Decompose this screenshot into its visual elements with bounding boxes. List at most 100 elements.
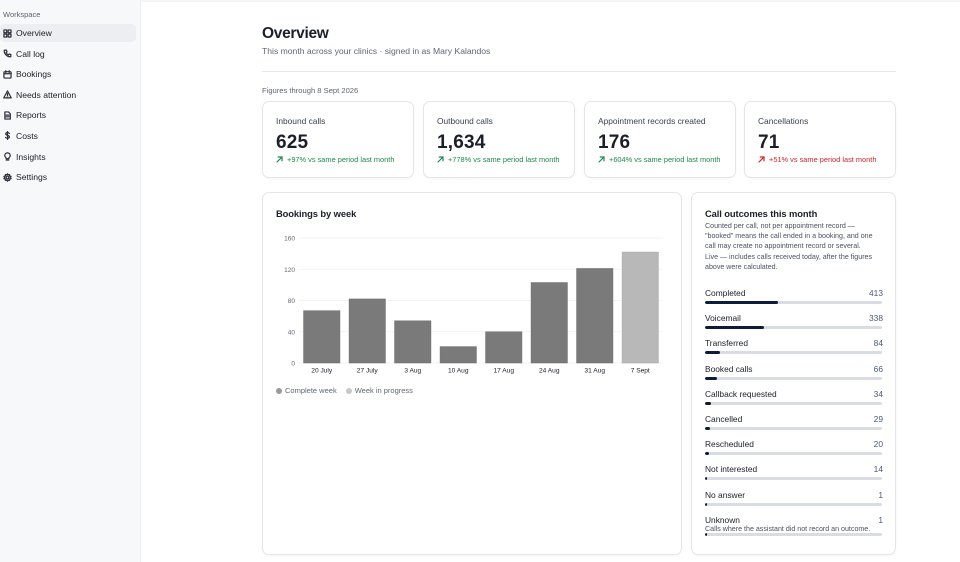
bar-20-july[interactable]: [303, 310, 341, 364]
y-tick-label: 0: [291, 361, 295, 368]
bar-10-aug[interactable]: [439, 346, 477, 364]
chart-title: Bookings by week: [276, 208, 357, 219]
stat-label: Cancellations: [758, 116, 809, 126]
divider: [262, 71, 896, 72]
outcome-row-booked-calls: Booked calls 66: [705, 364, 883, 384]
outcome-label: Booked calls: [705, 363, 753, 374]
stat-card-appointment-records-created: Appointment records created 176 +604% vs s…: [584, 101, 736, 178]
outcome-bar-fill: [705, 532, 708, 536]
x-tick-label: 7 Sept: [631, 368, 650, 375]
outcome-row-cancelled: Cancelled 29: [705, 414, 883, 434]
stat-value: 71: [758, 132, 780, 153]
call-outcomes-note: Counted per call, not per appointment re…: [705, 222, 873, 250]
outcome-label: Callback requested: [705, 388, 777, 399]
stat-delta-text: +778% vs same period last month: [448, 155, 560, 164]
outcome-count: 20: [873, 439, 883, 450]
stat-value: 625: [276, 132, 309, 153]
sidebar: Workspace Overview Call log Bookings Needs …: [0, 0, 141, 562]
outcome-bar-track: [705, 351, 882, 355]
x-tick-label: 31 Aug: [584, 368, 605, 375]
y-tick-label: 120: [284, 267, 295, 274]
outcome-bar-track: [705, 301, 882, 304]
grid-icon: [3, 28, 12, 38]
outcome-count: 338: [869, 313, 883, 324]
outcome-count: 34: [873, 388, 883, 399]
sidebar-item-call-log[interactable]: Call log: [0, 45, 136, 63]
workspace-label: Workspace: [3, 10, 41, 19]
legend-swatch: [276, 387, 282, 394]
outcome-count: 66: [873, 363, 883, 374]
outcome-row-not-interested: Not interested 14: [705, 464, 883, 484]
stat-label: Outbound calls: [437, 116, 493, 126]
outcome-bar-fill: [705, 326, 765, 330]
bar-17-aug[interactable]: [485, 331, 523, 364]
top-border: [141, 0, 960, 2]
outcome-bar-fill: [705, 502, 708, 506]
bar-24-aug[interactable]: [530, 282, 568, 364]
outcome-bar-track: [705, 477, 882, 481]
outcome-row-completed: Completed 413: [705, 288, 883, 308]
x-tick-label: 24 Aug: [539, 368, 560, 375]
sidebar-item-bookings[interactable]: Bookings: [0, 65, 136, 83]
bookings-bar-chart: 0 40 80 120 160 20 July 27 July 3 Aug 10 Aug 17 A…: [284, 236, 663, 375]
stat-delta: +778% vs same period last month: [437, 155, 560, 164]
outcome-row-unknown: Unknown 1 Calls where the assistant did no…: [705, 514, 883, 536]
call-outcomes-live-note: Live — includes calls received today, af…: [705, 253, 873, 271]
sidebar-item-insights[interactable]: Insights: [0, 148, 136, 166]
legend-swatch: [345, 387, 352, 394]
stat-card-cancellations: Cancellations 71 +51% vs same period last …: [744, 101, 896, 178]
outcome-bar-track: [705, 427, 882, 430]
outcome-count: 413: [869, 288, 883, 298]
outcome-count: 14: [873, 464, 883, 475]
sidebar-item-needs-attention[interactable]: Needs attention: [0, 86, 136, 104]
outcome-label: Not interested: [705, 464, 758, 475]
call-outcomes-card: Call outcomes this month Counted per cal…: [691, 192, 896, 555]
x-tick-label: 10 Aug: [448, 368, 469, 375]
arrow-up-right-icon: [437, 156, 444, 163]
stat-delta: +51% vs same period last month: [758, 155, 876, 164]
outcome-label: Voicemail: [705, 313, 741, 324]
sidebar-item-costs[interactable]: Costs: [0, 127, 136, 145]
outcome-hint: Calls where the assistant did not record…: [705, 524, 871, 533]
gear-icon: [3, 172, 12, 182]
stat-value: 1,634: [437, 132, 486, 153]
page-subtitle: This month across your clinics · signed …: [262, 46, 491, 56]
legend-week-in-progress: Week in progress: [345, 386, 413, 395]
sidebar-item-label: Settings: [16, 172, 48, 183]
page-title: Overview: [262, 25, 329, 42]
outcome-label: Unknown: [705, 514, 740, 525]
bar-31-aug[interactable]: [576, 268, 614, 364]
arrow-up-right-icon: [276, 156, 283, 163]
outcome-bar-track: [705, 376, 882, 380]
bar-3-aug[interactable]: [394, 320, 432, 364]
outcome-row-no-answer: No answer 1: [705, 490, 883, 510]
arrow-up-right-icon: [758, 156, 765, 163]
outcome-bar-fill: [705, 351, 720, 355]
phone-icon: [3, 49, 12, 58]
outcome-bar-fill: [705, 301, 778, 304]
stat-delta-text: +604% vs same period last month: [609, 155, 721, 164]
arrow-up-right-icon: [598, 156, 605, 163]
legend-complete-week: Complete week: [276, 386, 337, 395]
sidebar-item-overview[interactable]: Overview: [0, 24, 136, 42]
sidebar-item-label: Needs attention: [16, 89, 77, 100]
outcome-count: 1: [878, 514, 883, 525]
bar-7-sept[interactable]: [621, 251, 659, 364]
sidebar-item-label: Insights: [16, 151, 46, 162]
sidebar-item-settings[interactable]: Settings: [0, 168, 136, 186]
sidebar-item-label: Bookings: [16, 69, 52, 80]
sidebar-item-label: Reports: [16, 110, 47, 121]
bar-27-july[interactable]: [348, 298, 386, 364]
stat-label: Appointment records created: [598, 116, 706, 126]
legend-label: Week in progress: [354, 386, 413, 395]
sidebar-item-label: Costs: [16, 130, 38, 141]
call-outcomes-title: Call outcomes this month: [705, 208, 818, 219]
x-tick-label: 27 July: [357, 368, 379, 375]
x-tick-label: 20 July: [311, 368, 333, 375]
y-tick-label: 40: [288, 329, 296, 336]
stat-card-inbound-calls: Inbound calls 625 +97% vs same period last…: [262, 101, 414, 178]
x-tick-label: 3 Aug: [404, 368, 421, 375]
outcome-row-voicemail: Voicemail 338: [705, 313, 883, 333]
stat-value: 176: [598, 132, 631, 153]
sidebar-item-reports[interactable]: Reports: [0, 106, 136, 124]
